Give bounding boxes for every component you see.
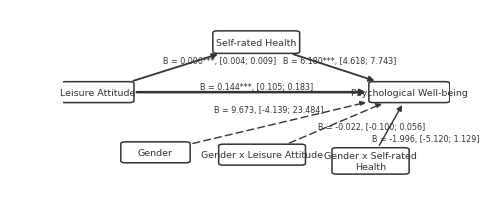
FancyBboxPatch shape: [121, 142, 190, 163]
FancyBboxPatch shape: [61, 82, 134, 103]
Text: B = 0.006***, [0.004; 0.009]: B = 0.006***, [0.004; 0.009]: [163, 57, 276, 66]
Text: Self-rated Health: Self-rated Health: [216, 38, 296, 47]
Text: Gender: Gender: [138, 148, 173, 157]
FancyBboxPatch shape: [218, 144, 306, 165]
Text: B = 0.144***, [0.105; 0.183]: B = 0.144***, [0.105; 0.183]: [200, 83, 313, 92]
Text: Leisure Attitude: Leisure Attitude: [60, 88, 135, 97]
Text: Gender x Leisure Attitude: Gender x Leisure Attitude: [201, 150, 323, 159]
Text: B = 6.180***, [4.618; 7.743]: B = 6.180***, [4.618; 7.743]: [284, 57, 397, 66]
Text: B = -1.996, [-5.120; 1.129]: B = -1.996, [-5.120; 1.129]: [372, 134, 480, 143]
Text: B = -0.022, [-0.100; 0.056]: B = -0.022, [-0.100; 0.056]: [318, 122, 426, 131]
FancyBboxPatch shape: [213, 32, 300, 54]
Text: Gender x Self-rated
Health: Gender x Self-rated Health: [324, 152, 417, 171]
FancyBboxPatch shape: [369, 82, 450, 103]
Text: B = 9.673, [-4.139; 23.484]: B = 9.673, [-4.139; 23.484]: [214, 105, 323, 114]
Text: Psychological Well-being: Psychological Well-being: [351, 88, 468, 97]
FancyBboxPatch shape: [332, 148, 409, 174]
